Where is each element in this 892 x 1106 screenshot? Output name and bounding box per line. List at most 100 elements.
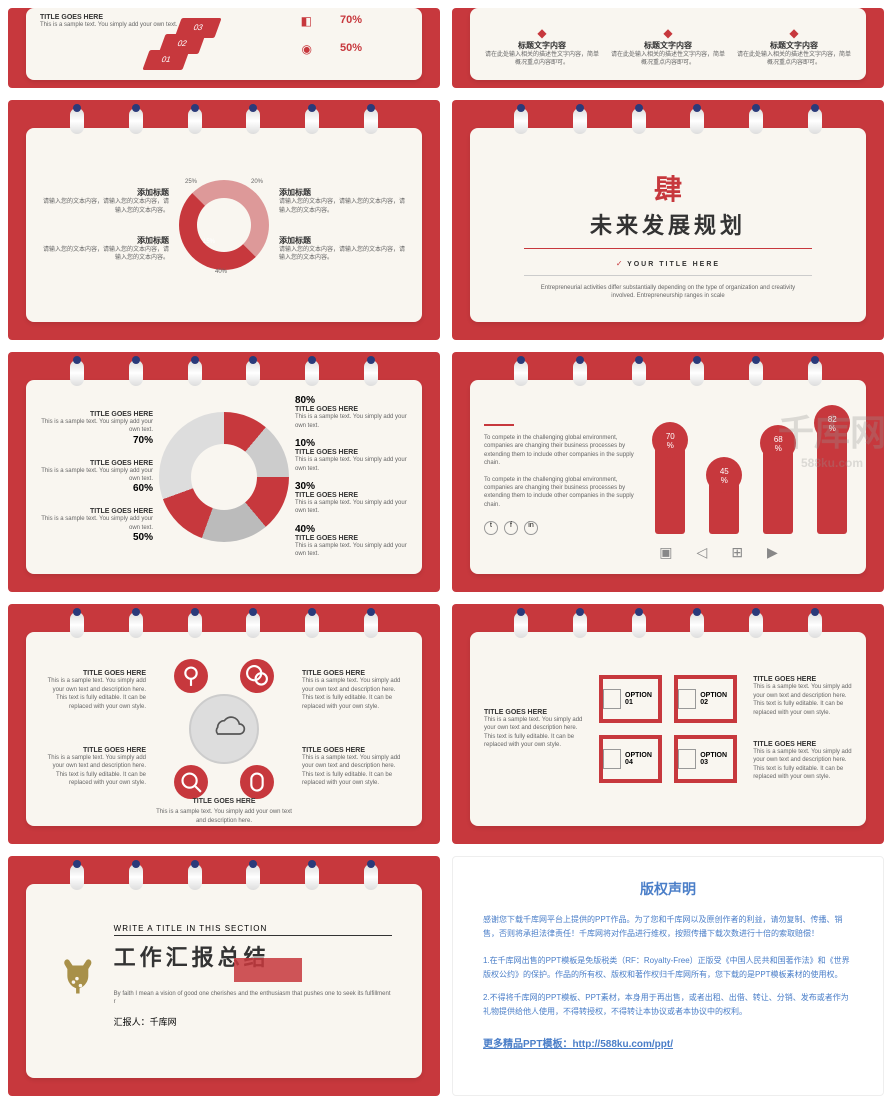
radial-chart bbox=[159, 412, 289, 542]
p50: 50% bbox=[40, 532, 153, 543]
s5r-t1: TITLE GOES HERE bbox=[295, 406, 408, 413]
donut-chart: 20% 25% 15% 40% bbox=[179, 180, 269, 270]
section-desc: Entrepreneurial activities differ substa… bbox=[484, 284, 852, 301]
s8r-t1: TITLE GOES HERE bbox=[753, 676, 852, 683]
s5l-b3: This is a sample text. You simply add yo… bbox=[40, 515, 153, 532]
s5r-t4: TITLE GOES HERE bbox=[295, 535, 408, 542]
step-1: 01 bbox=[142, 50, 189, 70]
option-1: OPTION 01 bbox=[599, 675, 662, 723]
chat-icon bbox=[240, 659, 274, 693]
col2-title: 标题文字内容 bbox=[610, 40, 726, 51]
p60: 60% bbox=[40, 483, 153, 494]
bar4-val: 82 bbox=[828, 415, 837, 424]
seg-15: 15% bbox=[203, 238, 215, 246]
col2-body: 请在此处输入相关的描述性文字内容，简单概况重点内容即可。 bbox=[610, 51, 726, 68]
p30: 30% bbox=[295, 481, 408, 492]
cp-title: 版权声明 bbox=[483, 879, 853, 899]
s5l-t1: TITLE GOES HERE bbox=[40, 411, 153, 418]
slide-4: 肆 未来发展规划 ✓ YOUR TITLE HERE Entrepreneuri… bbox=[452, 100, 884, 340]
s3-b1: 请输入您的文本内容，请输入您的文本内容，请输入您的文本内容。 bbox=[40, 198, 169, 215]
linkedin-icon: in bbox=[524, 521, 538, 535]
s3-h4: 添加标题 bbox=[279, 235, 408, 246]
s7l-b2: This is a sample text. You simply add yo… bbox=[40, 754, 146, 788]
star-icon: ◆ bbox=[736, 26, 852, 40]
pin-icon bbox=[174, 659, 208, 693]
twitter-icon: t bbox=[484, 521, 498, 535]
globe-icon: ◉ bbox=[302, 42, 312, 56]
video-icon: ▶ bbox=[767, 544, 778, 561]
bar3-val: 68 bbox=[774, 435, 783, 444]
p40: 40% bbox=[295, 524, 408, 535]
col1-title: 标题文字内容 bbox=[484, 40, 600, 51]
s7r-b1: This is a sample text. You simply add yo… bbox=[302, 677, 408, 711]
p10: 10% bbox=[295, 438, 408, 449]
pct-50: 50% bbox=[340, 42, 362, 54]
facebook-icon: f bbox=[504, 521, 518, 535]
section-num: 肆 bbox=[484, 168, 852, 208]
seg-40: 40% bbox=[215, 268, 227, 276]
binder bbox=[8, 108, 440, 134]
mouse-icon bbox=[240, 765, 274, 799]
p70: 70% bbox=[40, 435, 153, 446]
option-3: OPTION 03 bbox=[674, 735, 737, 783]
s3-b3: 请输入您的文本内容，请输入您的文本内容，请输入您的文本内容。 bbox=[40, 246, 169, 263]
s9-desc: By faith I mean a vision of good one che… bbox=[114, 990, 392, 1007]
col1-body: 请在此处输入相关的描述性文字内容，简单概况重点内容即可。 bbox=[484, 51, 600, 68]
cp-li1: 1.在千库网出售的PPT模板是免版税类（RF：Royalty-Free）正版受《… bbox=[483, 954, 853, 983]
seg-20: 20% bbox=[251, 178, 263, 186]
col3-title: 标题文字内容 bbox=[736, 40, 852, 51]
s6-p1: To compete in the challenging global env… bbox=[484, 434, 635, 468]
slide-10: 版权声明 感谢您下载千库网平台上提供的PPT作品。为了您和千库网以及原创作者的利… bbox=[452, 856, 884, 1096]
option-grid: OPTION 01 OPTION 02 OPTION 04 OPTION 03 bbox=[599, 675, 737, 783]
s7l-t1: TITLE GOES HERE bbox=[40, 670, 146, 677]
target-icon: ◆ bbox=[610, 26, 726, 40]
s5r-b1: This is a sample text. You simply add yo… bbox=[295, 413, 408, 430]
col3-body: 请在此处输入相关的描述性文字内容，简单概况重点内容即可。 bbox=[736, 51, 852, 68]
s3-h2: 添加标题 bbox=[279, 187, 408, 198]
s7r-t2: TITLE GOES HERE bbox=[302, 747, 408, 754]
slide-7: TITLE GOES HERE This is a sample text. Y… bbox=[8, 604, 440, 844]
s5r-t3: TITLE GOES HERE bbox=[295, 492, 408, 499]
bar-1: 70% bbox=[655, 436, 685, 534]
cp-more[interactable]: 更多精品PPT模板：http://588ku.com/ppt/ bbox=[483, 1035, 853, 1050]
bar-2: 45% bbox=[709, 471, 739, 534]
cloud-center bbox=[189, 694, 259, 764]
s3-h3: 添加标题 bbox=[40, 235, 169, 246]
bar1-val: 70 bbox=[666, 432, 675, 441]
p80: 80% bbox=[295, 395, 408, 406]
s5r-b4: This is a sample text. You simply add yo… bbox=[295, 542, 408, 559]
seg-25: 25% bbox=[185, 178, 197, 186]
option-2: OPTION 02 bbox=[674, 675, 737, 723]
s5r-b2: This is a sample text. You simply add yo… bbox=[295, 456, 408, 473]
cp-li2: 2.不得将千库网的PPT模板、PPT素材，本身用于再出售，或者出租、出借、转让、… bbox=[483, 991, 853, 1020]
s7r-t1: TITLE GOES HERE bbox=[302, 670, 408, 677]
s5l-b2: This is a sample text. You simply add yo… bbox=[40, 467, 153, 484]
s9-sect: WRITE A TITLE IN THIS SECTION bbox=[114, 924, 392, 936]
slide-9: WRITE A TITLE IN THIS SECTION 工作汇报总结 By … bbox=[8, 856, 440, 1096]
slide-1: TITLE GOES HERE This is a sample text. Y… bbox=[8, 8, 440, 88]
search-icon bbox=[174, 765, 208, 799]
col-2: ◆ 标题文字内容 请在此处输入相关的描述性文字内容，简单概况重点内容即可。 bbox=[610, 26, 726, 68]
cloud-diagram: TITLE GOES HERE This is a sample text. Y… bbox=[154, 659, 294, 799]
cp-p1: 感谢您下载千库网平台上提供的PPT作品。为了您和千库网以及原创作者的利益，请勿复… bbox=[483, 913, 853, 942]
bulb-icon: ◆ bbox=[484, 26, 600, 40]
s7r-b2: This is a sample text. You simply add yo… bbox=[302, 754, 408, 788]
s8l-t: TITLE GOES HERE bbox=[484, 709, 583, 716]
s6-p2: To compete in the challenging global env… bbox=[484, 476, 635, 510]
chart-icon: ◧ bbox=[301, 14, 312, 28]
section-cn: 未来发展规划 bbox=[484, 208, 852, 240]
bar-4: 82% bbox=[817, 419, 847, 534]
org-icon: ⊞ bbox=[731, 544, 743, 561]
megaphone-icon: ◁ bbox=[697, 544, 708, 561]
s7l-t2: TITLE GOES HERE bbox=[40, 747, 146, 754]
ox-icon bbox=[56, 954, 100, 998]
camera-icon: ▣ bbox=[659, 544, 672, 561]
s7l-b1: This is a sample text. You simply add yo… bbox=[40, 677, 146, 711]
option-4: OPTION 04 bbox=[599, 735, 662, 783]
s8r-b2: This is a sample text. You simply add yo… bbox=[753, 748, 852, 782]
bar2-val: 45 bbox=[720, 467, 729, 476]
slide-5: TITLE GOES HERE This is a sample text. Y… bbox=[8, 352, 440, 592]
s5r-b3: This is a sample text. You simply add yo… bbox=[295, 499, 408, 516]
s3-b2: 请输入您的文本内容，请输入您的文本内容，请输入您的文本内容。 bbox=[279, 198, 408, 215]
slide-8: TITLE GOES HERE This is a sample text. Y… bbox=[452, 604, 884, 844]
